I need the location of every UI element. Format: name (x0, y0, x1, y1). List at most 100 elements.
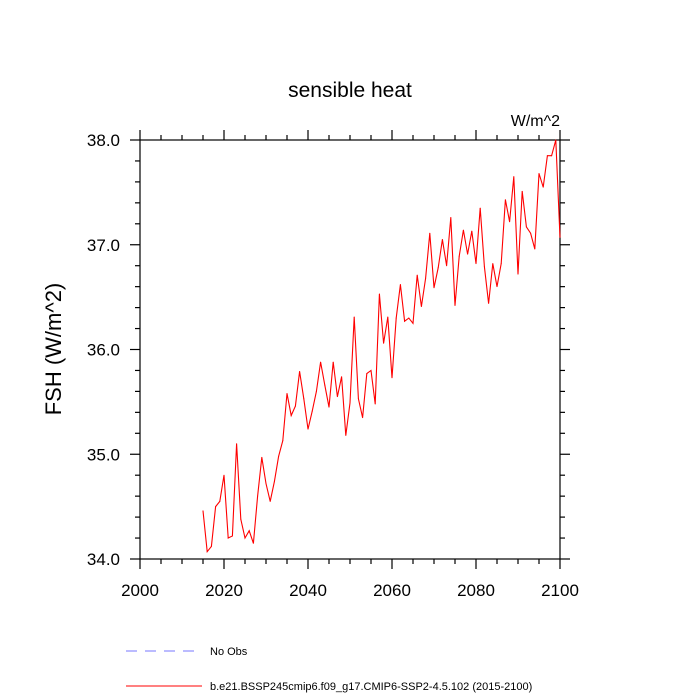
data-point (353, 316, 355, 318)
x-axis-ticks: 2000 2020 2040 2060 2080 2100 (121, 130, 579, 600)
data-point (471, 230, 473, 232)
data-point (496, 286, 498, 288)
data-point (307, 428, 309, 430)
data-point (336, 396, 338, 398)
y-axis-label: FSH (W/m^2) (41, 283, 66, 416)
data-point (433, 287, 435, 289)
data-point (282, 440, 284, 442)
y-tick-label: 38.0 (87, 131, 120, 150)
data-point (408, 317, 410, 319)
data-point (555, 139, 557, 141)
x-tick-label: 2100 (541, 581, 579, 600)
plot-frame (139, 139, 561, 560)
data-point (248, 530, 250, 532)
y-tick-label: 34.0 (87, 550, 120, 569)
data-point (542, 186, 544, 188)
data-point (412, 322, 414, 324)
data-point (530, 232, 532, 234)
data-point (551, 155, 553, 157)
data-point (265, 483, 267, 485)
data-point (366, 373, 368, 375)
data-point (521, 190, 523, 192)
data-point (332, 361, 334, 363)
data-point (374, 403, 376, 405)
data-point (429, 232, 431, 234)
data-point (286, 392, 288, 394)
data-point (219, 500, 221, 502)
data-point (475, 263, 477, 265)
x-tick-label: 2040 (289, 581, 327, 600)
data-point (437, 267, 439, 269)
data-point (467, 253, 469, 255)
data-point (425, 277, 427, 279)
data-point (504, 199, 506, 201)
data-point (525, 226, 527, 228)
x-tick-label: 2000 (121, 581, 159, 600)
data-point (311, 410, 313, 412)
data-point (349, 402, 351, 404)
data-point (320, 361, 322, 363)
y-tick-label: 35.0 (87, 445, 120, 464)
data-point (370, 369, 372, 371)
legend: No Obs b.e21.BSSP245cmip6.f09_g17.CMIP6-S… (126, 646, 532, 693)
data-point (509, 221, 511, 223)
data-point (328, 406, 330, 408)
units-label: W/m^2 (511, 113, 560, 130)
data-point (206, 551, 208, 553)
data-point (223, 474, 225, 476)
data-point (303, 398, 305, 400)
data-point (399, 284, 401, 286)
y-tick-label: 36.0 (87, 341, 120, 360)
x-tick-label: 2020 (205, 581, 243, 600)
data-point (387, 316, 389, 318)
data-point (395, 317, 397, 319)
data-point (483, 266, 485, 268)
data-point (341, 376, 343, 378)
x-tick-label: 2080 (457, 581, 495, 600)
plot-area (139, 139, 561, 560)
data-point (538, 173, 540, 175)
data-point (290, 414, 292, 416)
data-point (299, 370, 301, 372)
chart-title: sensible heat (288, 79, 412, 102)
data-point (462, 229, 464, 231)
series-line (202, 139, 561, 554)
y-tick-label: 37.0 (87, 236, 120, 255)
data-point (202, 510, 204, 512)
data-point (357, 398, 359, 400)
data-point (446, 265, 448, 267)
data-point (458, 255, 460, 257)
data-point (391, 377, 393, 379)
data-point (450, 217, 452, 219)
data-point (252, 542, 254, 544)
data-point (215, 506, 217, 508)
data-point (244, 537, 246, 539)
data-point (517, 273, 519, 275)
series-group (202, 139, 561, 554)
data-point (240, 518, 242, 520)
data-point (492, 263, 494, 265)
data-point (378, 293, 380, 295)
data-point (404, 320, 406, 322)
data-point (227, 537, 229, 539)
data-point (294, 405, 296, 407)
data-point (534, 248, 536, 250)
data-point (454, 305, 456, 307)
data-point (278, 455, 280, 457)
data-point (210, 545, 212, 547)
data-point (383, 342, 385, 344)
data-point (273, 480, 275, 482)
data-point (324, 384, 326, 386)
data-point (345, 434, 347, 436)
legend-label: b.e21.BSSP245cmip6.f09_g17.CMIP6-SSP2-4.… (210, 681, 532, 693)
data-point (236, 443, 238, 445)
data-point (500, 263, 502, 265)
data-point (416, 274, 418, 276)
data-point (269, 500, 271, 502)
data-point (420, 306, 422, 308)
data-point (315, 390, 317, 392)
data-point (261, 456, 263, 458)
data-point (479, 207, 481, 209)
data-point (441, 239, 443, 241)
